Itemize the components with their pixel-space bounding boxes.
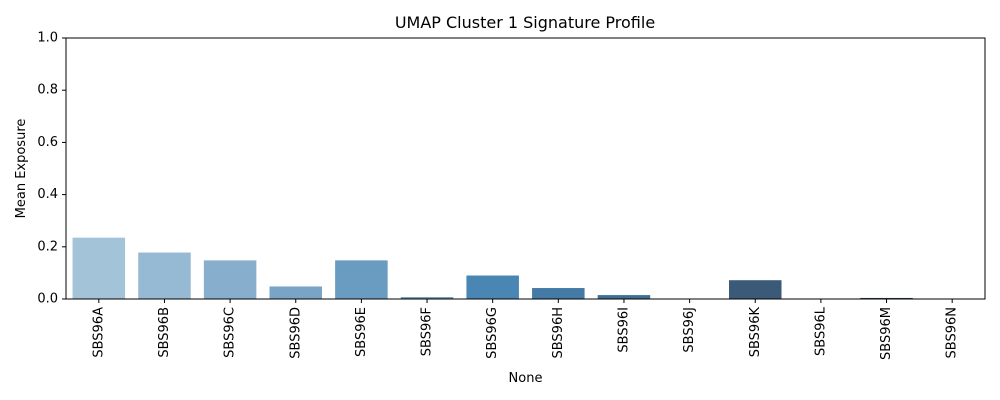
bar-sbs96b [138,252,191,299]
bar-sbs96i [597,295,651,299]
bar-sbs96f [400,297,454,299]
x-tick-label: SBS96N [945,307,960,358]
bar-sbs96c [203,260,257,299]
x-tick-label: SBS96M [879,307,894,360]
y-tick-label: 0.4 [37,187,58,202]
x-tick-label: SBS96I [616,307,631,353]
x-tick-label: SBS96J [682,307,697,353]
bar-sbs96a [72,237,126,299]
bar-sbs96m [860,297,913,299]
x-tick-label: SBS96F [420,307,435,356]
x-tick-label: SBS96G [485,307,500,359]
x-tick-label: SBS96K [748,307,763,358]
plot-frame [65,37,986,300]
y-tick-label: 0.0 [37,292,58,307]
bar-sbs96e [335,260,388,299]
y-tick-label: 0.8 [37,83,58,98]
x-axis: SBS96A SBS96B SBS96C SBS96D SBS96E SBS96F SBS9… [91,299,960,360]
x-tick-label: SBS96A [91,307,106,358]
y-tick-label: 0.6 [37,135,58,150]
y-axis-label: Mean Exposure [14,119,29,219]
bar-sbs96h [532,288,585,299]
x-tick-label: SBS96D [288,307,303,359]
x-tick-label: SBS96B [157,307,172,358]
x-tick-label: SBS96H [551,307,566,359]
bar-sbs96d [269,286,323,299]
y-tick-label: 0.2 [37,239,58,254]
bar-sbs96k [728,280,782,299]
x-axis-label: None [509,371,543,386]
y-axis: 0.0 0.2 0.4 0.6 0.8 1.0 [37,31,66,307]
bar-sbs96g [466,275,519,299]
x-tick-label: SBS96E [354,307,369,357]
chart-title: UMAP Cluster 1 Signature Profile [395,13,655,32]
x-tick-label: SBS96L [813,306,828,356]
y-tick-label: 1.0 [37,31,58,46]
bars-group [72,237,913,299]
x-tick-label: SBS96C [223,307,238,358]
